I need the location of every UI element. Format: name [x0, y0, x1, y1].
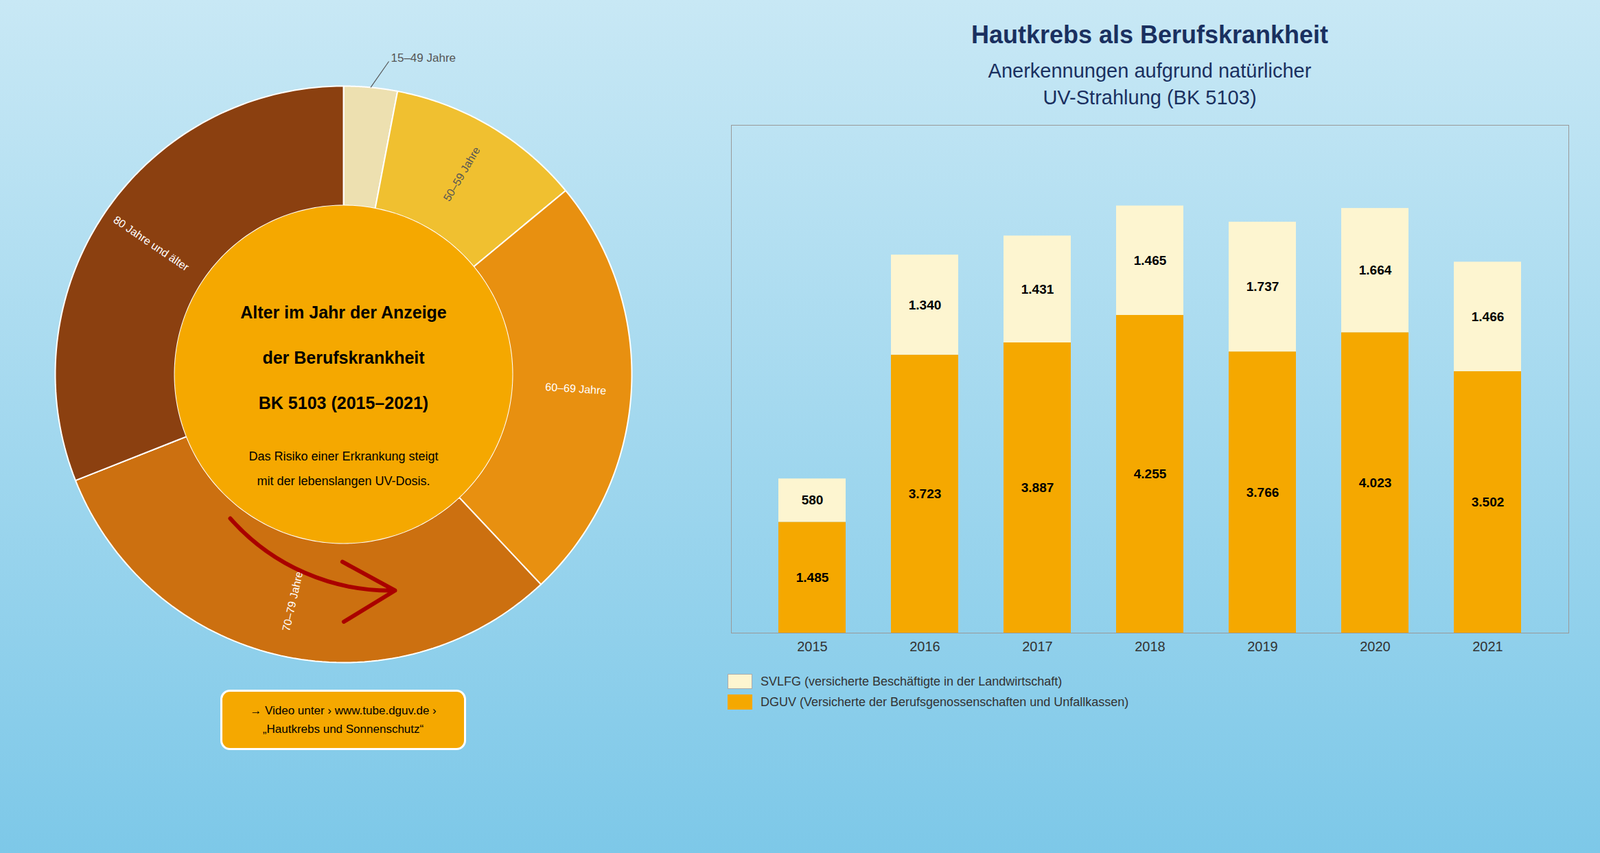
html-text:Anerkennungen aufgrund natürli: Anerkennungen aufgrund natürlicher	[988, 59, 1312, 82]
svg-text:2018: 2018	[1134, 639, 1166, 655]
svg-text:1.465: 1.465	[1133, 253, 1167, 268]
html-text:UV-Strahlung (BK 5103): UV-Strahlung (BK 5103)	[1042, 86, 1257, 109]
svg-text:1.466: 1.466	[1471, 309, 1505, 324]
svg-text:Alter im Jahr der Anzeige: Alter im Jahr der Anzeige	[240, 302, 447, 322]
html-text:„Hautkrebs und Sonnenschutz“: „Hautkrebs und Sonnenschutz“	[262, 722, 424, 736]
svg-text:3.723: 3.723	[908, 486, 942, 502]
svg-text:4.255: 4.255	[1133, 466, 1167, 482]
svg-text:70–79 Jahre: 70–79 Jahre	[280, 570, 305, 633]
svg-text:BK 5103 (2015–2021): BK 5103 (2015–2021)	[258, 393, 429, 413]
html-text:DGUV (Versicherte der Berufsge: DGUV (Versicherte der Berufsgenossenscha…	[760, 695, 1129, 709]
svg-text:3.887: 3.887	[1021, 480, 1055, 495]
svg-text:1.431: 1.431	[1021, 282, 1055, 297]
html-text:→ Video unter › www.tube.dguv.: → Video unter › www.tube.dguv.de ›	[249, 704, 437, 718]
svg-text:Das Risiko einer Erkrankung st: Das Risiko einer Erkrankung steigt	[248, 449, 438, 464]
svg-text:2015: 2015	[796, 639, 828, 655]
svg-text:60–69 Jahre: 60–69 Jahre	[545, 380, 607, 397]
svg-text:1.737: 1.737	[1246, 280, 1280, 295]
svg-text:der Berufskrankheit: der Berufskrankheit	[262, 348, 425, 368]
svg-text:15–49 Jahre: 15–49 Jahre	[391, 51, 457, 65]
svg-text:3.766: 3.766	[1246, 485, 1280, 500]
svg-text:2021: 2021	[1472, 639, 1504, 655]
svg-text:50–59 Jahre: 50–59 Jahre	[441, 144, 483, 204]
svg-text:1.340: 1.340	[908, 297, 942, 313]
svg-text:2016: 2016	[909, 639, 941, 655]
svg-text:1.664: 1.664	[1359, 263, 1393, 278]
svg-text:4.023: 4.023	[1359, 475, 1393, 491]
svg-text:580: 580	[801, 493, 824, 508]
svg-text:2020: 2020	[1359, 639, 1391, 655]
html-text:Hautkrebs als Berufskrankheit: Hautkrebs als Berufskrankheit	[971, 20, 1329, 49]
svg-text:mit der lebenslangen UV-Dosis.: mit der lebenslangen UV-Dosis.	[256, 474, 430, 489]
html-text:SVLFG (versicherte Beschäftigt: SVLFG (versicherte Beschäftigte in der L…	[760, 674, 1062, 689]
svg-text:2017: 2017	[1022, 639, 1053, 655]
svg-text:3.502: 3.502	[1471, 494, 1505, 510]
svg-text:1.485: 1.485	[796, 570, 830, 585]
svg-text:2019: 2019	[1247, 639, 1279, 655]
svg-text:80 Jahre und älter: 80 Jahre und älter	[111, 213, 192, 274]
